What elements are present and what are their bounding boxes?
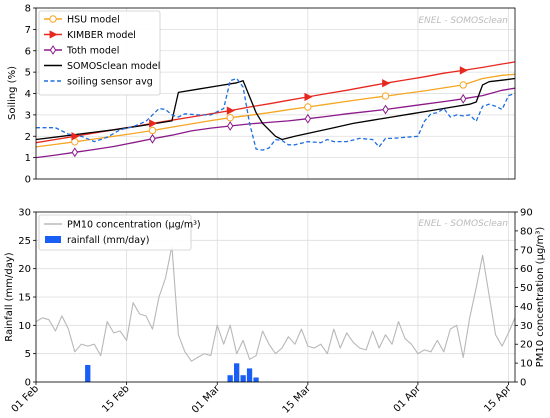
top-y-tick-label-5: 5 [25, 68, 31, 79]
bottom-y-tick-label-6: 30 [18, 208, 31, 219]
series-line-somosclean [35, 77, 516, 141]
bottom-right-y-tick-label-8: 80 [520, 226, 533, 237]
bottom-y-axis-label-right: PM10 concentration (μg/m³) [535, 227, 546, 368]
top-y-tick-label-6: 6 [25, 46, 31, 57]
top-y-tick-label-2: 2 [25, 132, 31, 143]
bottom-y-tick-label-2: 10 [18, 321, 31, 332]
legend-marker-hsu [49, 15, 57, 23]
bottom-y-tick-label-5: 25 [18, 236, 31, 247]
legend-marker-toth [49, 45, 57, 55]
top-y-axis-label: Soiling (%) [7, 66, 18, 120]
top-y-tick-label-0: 0 [25, 175, 31, 186]
bottom-legend-items: PM10 concentration (μg/m³) rainfall (mm/d… [44, 220, 201, 246]
bottom-y-tick-label-4: 20 [18, 264, 31, 275]
point-hsu-22 [459, 81, 467, 89]
top-legend-items: HSU model KIMBER model Toth model SOMOSclea… [44, 15, 160, 88]
bottom-right-y-tick-label-9: 90 [520, 208, 533, 219]
legend-label-toth: Toth model [66, 46, 119, 57]
bottom-legend-box [38, 214, 192, 251]
bottom-y-tick-label-3: 15 [18, 293, 31, 304]
bottom-right-y-tick-label-5: 50 [520, 283, 533, 294]
top-legend: HSU model KIMBER model Toth model SOMOSclea… [38, 10, 161, 96]
bottom-right-y-ticks: 0 10 20 30 40 50 60 70 80 90 [515, 208, 533, 389]
series-line-sensor [36, 77, 516, 151]
top-y-tick-label-7: 7 [25, 25, 31, 36]
point-toth-2 [71, 147, 79, 158]
top-y-ticks: 0 1 2 3 4 5 6 7 8 [25, 4, 36, 186]
point-kimber-14 [304, 92, 313, 102]
top-series-lines [35, 61, 516, 159]
bottom-right-y-tick-label-2: 20 [520, 340, 533, 351]
bottom-left-y-ticks: 0 5 10 15 20 25 30 [18, 208, 36, 389]
bottom-right-y-tick-label-3: 30 [520, 321, 533, 332]
rainfall-bars [85, 363, 259, 382]
legend-label-kimber: KIMBER model [67, 30, 136, 41]
point-hsu-6 [148, 126, 157, 135]
bottom-y-tick-label-1: 5 [25, 349, 31, 360]
point-kimber-10 [226, 106, 235, 115]
rainfall-bar-5 [253, 377, 259, 382]
rainfall-bar-3 [240, 375, 246, 382]
bottom-right-y-tick-label-7: 70 [520, 245, 533, 256]
bottom-right-y-tick-label-0: 0 [520, 378, 526, 389]
x-tick-label-1: 15 Feb [100, 383, 132, 415]
rainfall-bar-1 [227, 375, 233, 382]
bottom-watermark: ENEL - SOMOSclean [418, 219, 508, 229]
bottom-right-y-tick-label-6: 60 [520, 264, 533, 275]
x-tick-label-5: 15 Apr [482, 383, 514, 415]
legend-label-somosclean: SOMOSclean model [67, 61, 160, 72]
bottom-right-y-tick-label-4: 40 [520, 302, 533, 313]
point-toth-18 [382, 104, 389, 115]
rainfall-bar-2 [234, 363, 240, 382]
top-legend-box [38, 10, 161, 96]
point-toth-10 [226, 121, 234, 131]
x-tick-label-2: 01 Mar [190, 383, 223, 416]
rainfall-bar-0 [85, 365, 91, 382]
point-hsu-18 [381, 92, 390, 100]
point-hsu-14 [304, 103, 312, 111]
series-line-toth [35, 87, 516, 159]
point-kimber-22 [459, 66, 468, 75]
x-tick-label-3: 15 Mar [281, 383, 314, 416]
bottom-y-tick-label-0: 0 [25, 378, 31, 389]
pm10-series-line [35, 245, 516, 362]
legend-label-rainfall: rainfall (mm/day) [67, 235, 149, 246]
point-kimber-6 [149, 119, 158, 128]
point-kimber-2 [71, 132, 80, 141]
point-toth-22 [460, 93, 467, 104]
legend-label-hsu: HSU model [67, 15, 120, 26]
top-y-tick-label-3: 3 [25, 110, 31, 121]
point-toth-6 [149, 133, 156, 144]
bottom-y-axis-label-left: Rainfall (mm/day) [4, 252, 15, 342]
top-series-markers [71, 66, 468, 158]
point-toth-14 [304, 113, 312, 124]
pm10-line [35, 245, 516, 362]
x-tick-label-4: 01 Apr [392, 383, 424, 415]
rainfall-bar-4 [246, 368, 253, 382]
point-hsu-10 [226, 113, 234, 122]
point-kimber-18 [382, 79, 391, 88]
top-y-tick-label-1: 1 [25, 153, 31, 164]
series-line-hsu [35, 73, 516, 148]
legend-swatch-rainfall [45, 236, 61, 243]
top-watermark: ENEL - SOMOSclean [418, 16, 508, 26]
bottom-legend: PM10 concentration (μg/m³) rainfall (mm/d… [38, 214, 201, 251]
top-y-tick-label-4: 4 [25, 89, 31, 100]
legend-marker-kimber [49, 30, 58, 39]
legend-label-pm10: PM10 concentration (μg/m³) [67, 220, 201, 231]
legend-label-sensor: soiling sensor avg [67, 77, 153, 88]
top-y-tick-label-8: 8 [25, 4, 31, 15]
bottom-x-ticks: 01 Feb 15 Feb 01 Mar 15 Mar 01 Apr 15 Apr [10, 382, 514, 416]
bottom-right-y-tick-label-1: 10 [520, 359, 533, 370]
